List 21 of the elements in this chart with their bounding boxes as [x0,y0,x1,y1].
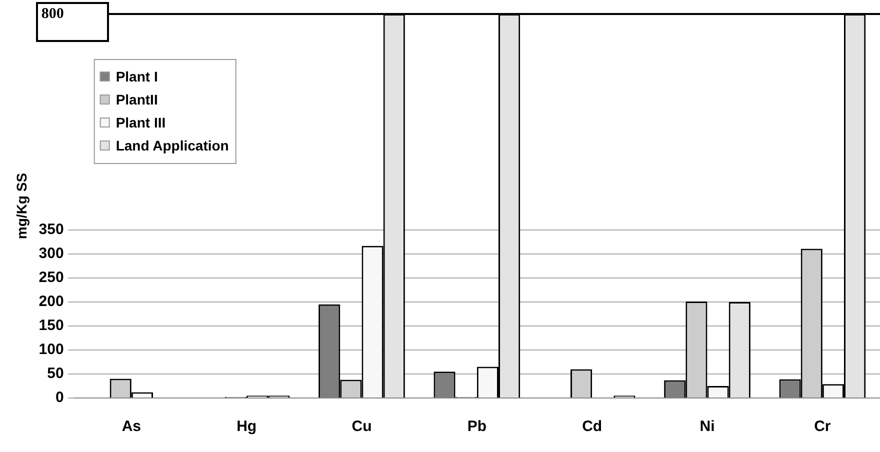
x-tick-label: Cr [814,418,831,436]
legend-label: Plant I [116,68,158,84]
y-tick-label: 200 [38,293,64,310]
x-tick-label: Ni [700,418,715,436]
x-tick-label: Cd [582,418,602,436]
legend-label: Plant III [116,114,166,130]
y-tick-label: 800 [41,6,64,22]
y-tick-label: 50 [47,365,64,382]
x-tick-label: Pb [467,418,486,436]
legend-label: Land Application [116,137,229,154]
y-tick-label: 0 [55,389,64,406]
y-axis-title: mg/Kg SS [13,172,30,240]
x-tick-label: As [122,418,142,436]
y-tick-label: 300 [38,245,64,262]
legend-label: PlantII [116,91,158,108]
y-tick-label: 250 [38,269,64,286]
y-tick-label: 150 [38,317,64,334]
x-tick-label: Cu [352,418,372,436]
y-tick-label: 100 [38,341,64,358]
y-tick-label: 350 [38,221,64,238]
x-tick-label: Hg [236,418,257,436]
